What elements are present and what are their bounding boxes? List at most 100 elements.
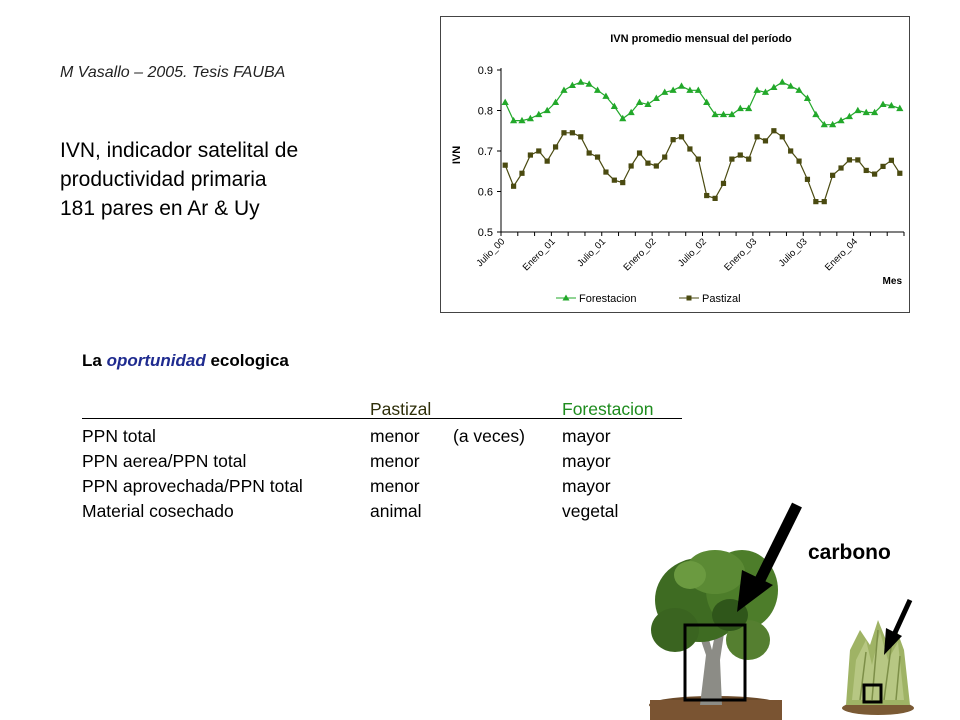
data-point-forestacion — [551, 98, 560, 105]
data-point-pastizal — [544, 158, 550, 164]
row-label: Material cosechado — [82, 501, 234, 521]
data-point-forestacion — [745, 104, 753, 112]
header-pastizal: Pastizal — [370, 399, 432, 419]
y-tick-label: 0.9 — [478, 65, 493, 77]
data-point-forestacion — [652, 94, 660, 101]
y-tick-label: 0.7 — [478, 146, 493, 158]
chart-canvas: IVN promedio mensual del período IVN Mes… — [451, 33, 905, 305]
data-point-pastizal — [611, 177, 617, 183]
row-note: (a veces) — [453, 426, 525, 446]
data-point-pastizal — [586, 150, 592, 156]
ivn-chart: IVN promedio mensual del período IVN Mes… — [440, 16, 910, 313]
row-forestacion: mayor — [562, 451, 611, 471]
table-title: La oportunidad ecologica — [82, 350, 289, 371]
data-point-pastizal — [779, 134, 785, 140]
data-point-forestacion — [509, 116, 518, 124]
y-tick-label: 0.6 — [478, 187, 493, 199]
table-title-emphasis: oportunidad — [106, 351, 206, 370]
intro-line-1: IVN, indicador satelital de — [60, 139, 299, 162]
data-point-forestacion — [761, 88, 770, 95]
data-point-forestacion — [803, 94, 812, 101]
big-arrow-icon — [737, 502, 802, 612]
data-point-forestacion — [661, 88, 669, 95]
row-label: PPN aprovechada/PPN total — [82, 476, 303, 496]
data-point-forestacion — [669, 86, 677, 93]
data-point-forestacion — [862, 108, 870, 116]
series-layer — [501, 78, 904, 205]
data-point-pastizal — [888, 157, 895, 163]
legend-forestacion-marker — [562, 294, 570, 301]
data-point-forestacion — [770, 83, 778, 91]
data-point-pastizal — [846, 157, 853, 163]
data-point-forestacion — [560, 86, 568, 93]
data-point-forestacion — [619, 114, 627, 122]
data-point-forestacion — [526, 114, 534, 122]
row-pastizal: menor — [370, 426, 420, 446]
data-point-pastizal — [561, 130, 567, 136]
x-axis-label: Mes — [883, 276, 903, 287]
data-point-forestacion — [686, 86, 694, 93]
data-point-pastizal — [771, 128, 777, 134]
small-arrow-icon — [884, 598, 913, 655]
data-point-forestacion — [820, 120, 828, 128]
intro-line-2: productividad primaria — [60, 168, 267, 191]
data-point-pastizal — [863, 167, 869, 174]
data-point-forestacion — [644, 100, 652, 108]
data-point-forestacion — [787, 82, 795, 89]
data-point-forestacion — [845, 112, 854, 120]
data-point-forestacion — [887, 101, 896, 109]
data-point-pastizal — [519, 170, 525, 176]
data-point-pastizal — [762, 138, 769, 144]
data-point-pastizal — [754, 134, 760, 140]
data-point-forestacion — [753, 86, 761, 93]
data-point-forestacion — [854, 106, 862, 114]
data-point-forestacion — [568, 81, 576, 88]
header-forestacion: Forestacion — [562, 399, 654, 419]
data-point-forestacion — [896, 104, 904, 112]
data-point-pastizal — [821, 199, 827, 205]
data-point-forestacion — [711, 110, 719, 118]
data-point-pastizal — [796, 158, 802, 164]
table-title-suffix: ecologica — [210, 351, 289, 370]
data-point-pastizal — [653, 163, 659, 169]
data-point-pastizal — [636, 150, 643, 156]
data-point-pastizal — [527, 152, 533, 158]
intro-line-3: 181 pares en Ar & Uy — [60, 197, 260, 220]
data-point-forestacion — [518, 116, 526, 124]
data-point-forestacion — [871, 108, 879, 116]
data-point-forestacion — [635, 98, 644, 105]
data-point-forestacion — [677, 82, 686, 89]
row-label: PPN aerea/PPN total — [82, 451, 247, 471]
y-tick-label: 0.5 — [478, 227, 493, 239]
data-point-pastizal — [510, 183, 517, 189]
data-point-pastizal — [628, 163, 634, 169]
legend-pastizal-label: Pastizal — [702, 293, 741, 305]
data-point-pastizal — [594, 154, 601, 160]
row-pastizal: menor — [370, 451, 420, 471]
tree-carbon-box — [683, 623, 747, 702]
data-point-pastizal — [729, 156, 735, 162]
author-note: M Vasallo – 2005. Tesis FAUBA — [60, 64, 286, 81]
legend-forestacion-label: Forestacion — [579, 293, 636, 305]
data-point-forestacion — [719, 110, 728, 118]
data-point-forestacion — [535, 110, 543, 118]
grass-carbon-box — [862, 683, 883, 704]
data-point-forestacion — [736, 104, 744, 112]
data-point-pastizal — [712, 195, 718, 201]
data-point-forestacion — [829, 120, 837, 128]
data-point-pastizal — [746, 156, 752, 162]
data-point-forestacion — [728, 110, 736, 118]
legend: Forestacion Pastizal — [556, 293, 741, 305]
legend-pastizal-marker — [686, 295, 692, 301]
data-point-forestacion — [795, 86, 803, 93]
chart-title: IVN promedio mensual del período — [610, 33, 792, 45]
data-point-forestacion — [694, 86, 702, 93]
data-point-pastizal — [662, 154, 668, 160]
row-pastizal: animal — [370, 501, 422, 521]
row-label: PPN total — [82, 426, 156, 446]
data-point-pastizal — [897, 170, 903, 176]
data-point-pastizal — [552, 144, 559, 150]
data-point-pastizal — [813, 199, 819, 205]
data-point-forestacion — [879, 100, 887, 108]
